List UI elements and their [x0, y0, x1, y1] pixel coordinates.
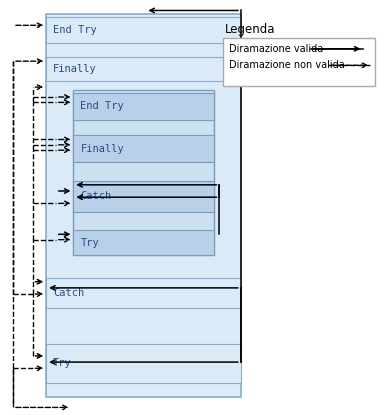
Bar	[73, 90, 214, 255]
Text: End Try: End Try	[80, 101, 124, 111]
Bar	[46, 57, 241, 81]
Text: Finally: Finally	[53, 64, 97, 74]
Bar	[73, 135, 214, 162]
Bar	[73, 93, 214, 120]
Text: Diramazione valida: Diramazione valida	[229, 44, 323, 54]
Text: Catch: Catch	[53, 288, 84, 298]
Bar	[223, 39, 375, 86]
Text: End Try: End Try	[53, 25, 97, 35]
Text: Legenda: Legenda	[225, 23, 276, 36]
Text: Try: Try	[53, 358, 72, 368]
Bar	[46, 17, 241, 43]
Text: Catch: Catch	[80, 191, 112, 201]
Bar	[73, 230, 214, 255]
Bar	[46, 344, 241, 383]
Bar	[46, 14, 241, 397]
Text: Try: Try	[80, 237, 99, 247]
Text: Finally: Finally	[80, 144, 124, 154]
Text: Diramazione non valida: Diramazione non valida	[229, 60, 345, 70]
Bar	[73, 181, 214, 212]
Bar	[46, 278, 241, 308]
